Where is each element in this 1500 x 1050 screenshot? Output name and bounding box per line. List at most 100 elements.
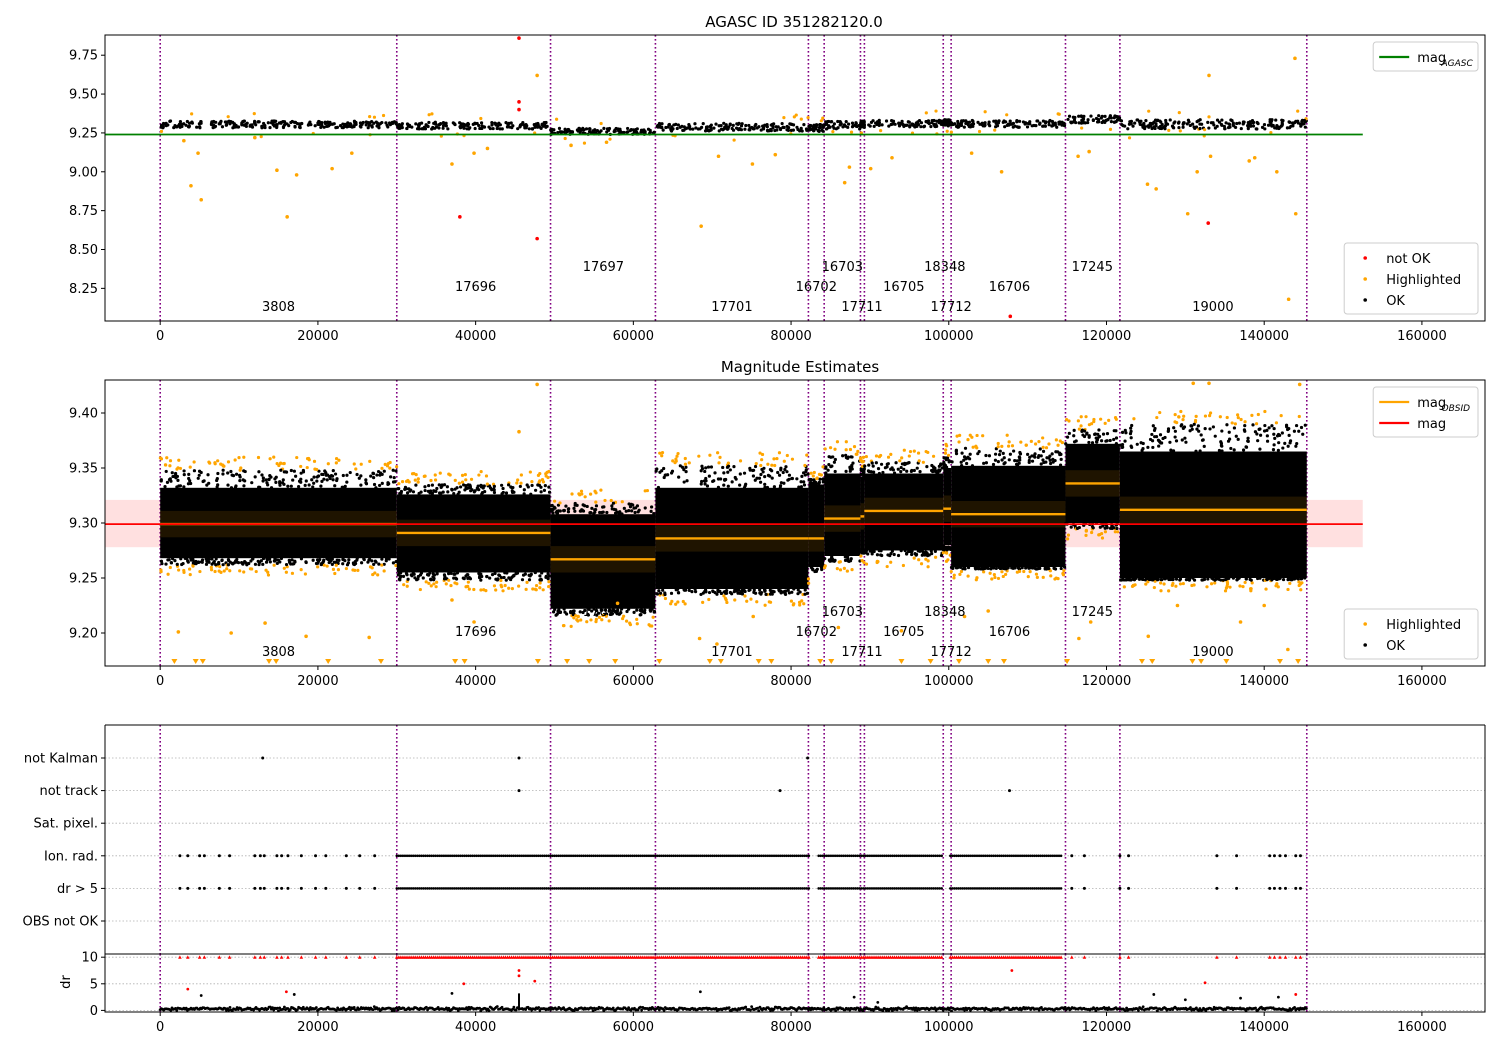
ok-point [737,128,741,132]
highlighted-point [448,473,452,477]
ok-point [1281,446,1285,450]
flag-point [831,887,835,890]
ok-point [712,126,716,130]
ok-point [982,461,986,465]
flag-point [401,887,405,890]
ok-point [223,120,228,124]
highlighted-point [1041,575,1045,579]
p4-ytick-label: 10 [81,951,98,966]
ok-point [1191,122,1195,126]
highlighted-point [188,465,192,469]
ok-point [626,130,630,134]
flag-point [465,854,468,858]
ok-point [930,552,934,556]
ok-point [331,478,335,482]
ok-point [1160,577,1164,582]
ok-point [226,557,231,562]
highlighted-point [1299,588,1303,592]
ok-point [197,473,201,477]
p1-obsid-label: 16702 [796,280,837,295]
flag-point [719,854,723,858]
ok-point [1089,114,1093,118]
flag-point [1007,789,1011,793]
flag-point [949,854,952,858]
flag-point [557,854,561,858]
flag-point [1235,854,1239,858]
ok-point [1267,426,1271,430]
flag-point [965,854,969,858]
highlighted-point [517,584,521,588]
flag-point [475,854,479,858]
flag-point [178,854,182,858]
flag-point [709,854,712,858]
highlighted-point [898,459,902,463]
panel4-ylabel: dr [59,975,74,989]
highlighted-point [1297,583,1301,588]
highlighted-point [350,151,354,155]
p1-obsid-label: 16703 [822,260,863,275]
ok-point [407,123,411,127]
ok-point [427,483,431,488]
highlighted-point [674,459,678,463]
ok-point [1048,118,1052,123]
highlighted-point [182,138,186,143]
flag-point [487,854,491,858]
flag-point [795,887,798,890]
ok-point [1177,125,1181,130]
ok-point [843,124,848,128]
ok-point [1082,434,1087,439]
ok-point [643,506,647,510]
ok-point [175,474,180,479]
ok-point [313,124,317,128]
flag-point [678,887,682,890]
highlighted-point [815,477,819,481]
ok-point [1127,578,1132,582]
highlighted-point [775,456,779,461]
flag-point [497,887,501,890]
ok-point [1023,122,1027,126]
ok-point [1295,441,1299,446]
ok-point [717,129,721,133]
highlighted-point [1035,575,1039,579]
ok-point [1270,123,1275,128]
highlighted-point [572,616,576,620]
flag-point [953,854,956,858]
ok-point [620,512,624,516]
ok-point [643,608,647,612]
flag-point [1000,854,1003,858]
highlighted-point [242,570,246,574]
ok-point [757,476,762,480]
highlighted-point [877,455,882,459]
flag-point [837,887,841,890]
flag-point [631,854,634,858]
ok-point [195,125,199,129]
ok-point [515,571,520,575]
ok-point [442,122,446,126]
flag-point [202,886,206,890]
ok-point [409,488,413,492]
ok-point [759,128,763,132]
ok-point [892,471,897,475]
ok-point [1242,428,1247,432]
p1-xtick-label: 160000 [1397,329,1447,344]
ok-point [687,588,691,592]
ok-point [439,485,443,489]
ok-point [1087,440,1091,445]
ok-point [786,588,790,592]
highlighted-point [268,457,272,461]
ok-point [1071,120,1075,124]
ok-point [197,469,202,473]
p2-xtick-label: 60000 [613,674,654,689]
p1-xtick-label: 40000 [455,329,496,344]
ok-point [216,471,220,476]
flag-point [522,887,526,890]
p1-xtick-label: 120000 [1082,329,1132,344]
ok-point [1048,461,1053,466]
highlighted-point [862,560,866,564]
flag-point [981,887,985,890]
highlighted-point [996,445,1000,449]
highlighted-point [1084,415,1088,419]
ok-point [417,491,421,496]
flag-point [202,854,206,858]
highlighted-point [547,469,551,474]
